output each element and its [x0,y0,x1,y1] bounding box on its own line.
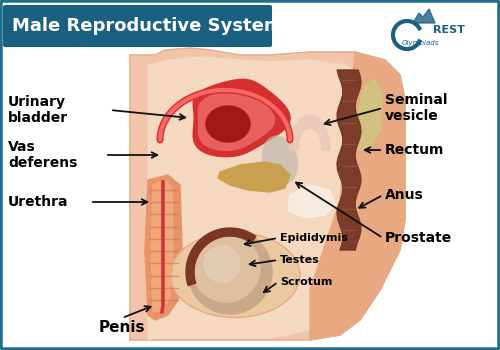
Text: Seminal
vesicle: Seminal vesicle [385,93,448,123]
Text: Testes: Testes [280,255,320,265]
Circle shape [188,230,272,314]
Polygon shape [151,180,173,312]
Text: Scrotum: Scrotum [280,277,332,287]
Polygon shape [290,115,330,150]
Polygon shape [186,228,256,286]
Polygon shape [148,57,390,340]
Text: Urinary
bladder: Urinary bladder [8,95,68,125]
Polygon shape [218,162,290,192]
Polygon shape [193,79,290,157]
Text: Epididymis: Epididymis [280,233,348,243]
Circle shape [387,7,443,63]
Polygon shape [145,175,182,320]
Polygon shape [413,9,435,23]
Text: Male Reproductive System: Male Reproductive System [12,17,282,35]
Ellipse shape [170,232,300,317]
Polygon shape [310,52,405,340]
Text: Anus: Anus [385,188,424,202]
Text: Olympiads: Olympiads [402,40,438,46]
Polygon shape [337,70,361,250]
Circle shape [192,234,260,302]
Polygon shape [206,106,250,142]
Text: REST: REST [433,25,465,35]
Polygon shape [288,185,335,218]
Polygon shape [337,70,361,250]
Text: Rectum: Rectum [385,143,444,157]
Text: Vas
deferens: Vas deferens [8,140,78,170]
Text: Penis: Penis [99,321,145,336]
Text: Prostate: Prostate [385,231,452,245]
Polygon shape [130,48,405,340]
Polygon shape [198,90,274,150]
FancyBboxPatch shape [3,5,272,47]
Ellipse shape [262,135,298,184]
Polygon shape [358,80,382,150]
Circle shape [204,246,240,282]
Text: Urethra: Urethra [8,195,68,209]
